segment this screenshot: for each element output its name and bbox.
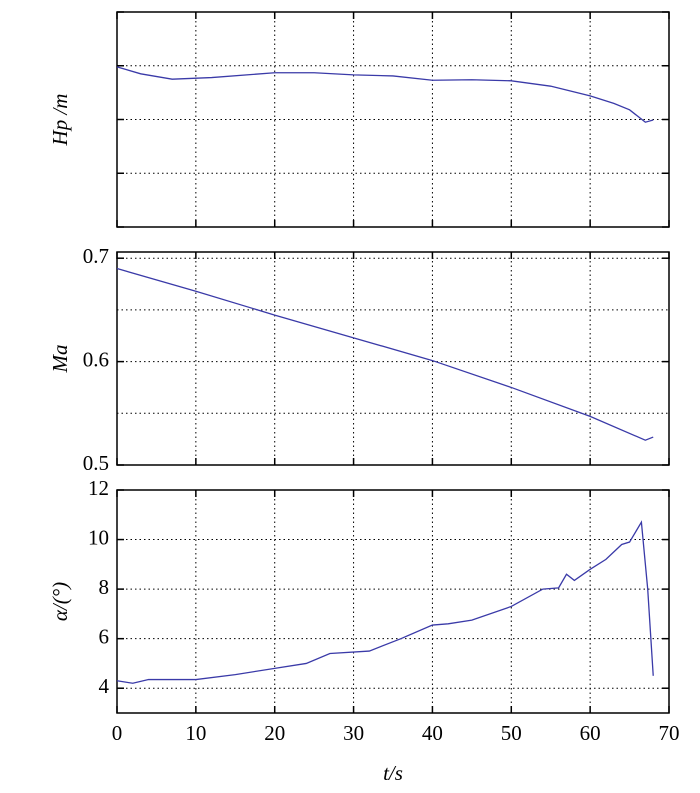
y-tick-label: 0.7 <box>83 244 109 268</box>
x-tick-label: 30 <box>343 721 364 745</box>
y-tick-label: 4 <box>99 674 110 698</box>
data-line <box>116 66 654 123</box>
y-axis-label: Hp /m <box>48 94 72 147</box>
x-tick-label: 0 <box>112 721 123 745</box>
data-line <box>116 520 654 684</box>
x-axis-label: t/s <box>383 761 403 785</box>
y-tick-label: 10 <box>88 525 109 549</box>
x-tick-label: 40 <box>422 721 443 745</box>
x-tick-label: 70 <box>659 721 680 745</box>
y-tick-label: 0.6 <box>83 347 109 371</box>
y-tick-label: 12 <box>88 476 109 500</box>
plot-frame <box>116 489 670 714</box>
x-tick-label: 60 <box>580 721 601 745</box>
x-tick-label: 10 <box>185 721 206 745</box>
y-tick-label: 0.5 <box>83 451 109 475</box>
y-tick-label: 6 <box>99 624 110 648</box>
x-tick-label: 20 <box>264 721 285 745</box>
data-line <box>116 267 654 441</box>
y-axis-label: Ma <box>48 345 72 374</box>
plot-frame <box>116 251 670 466</box>
x-tick-label: 50 <box>501 721 522 745</box>
plot-frame <box>116 11 670 228</box>
y-axis-label: α/(°) <box>48 582 72 621</box>
y-tick-label: 8 <box>99 575 110 599</box>
